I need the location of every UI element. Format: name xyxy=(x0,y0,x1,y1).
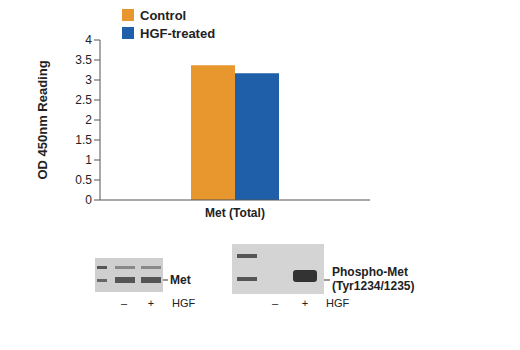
svg-text:2.5: 2.5 xyxy=(75,93,92,107)
svg-text:Met (Total): Met (Total) xyxy=(205,206,265,220)
html-text:Control: Control xyxy=(140,7,187,23)
svg-text:0.5: 0.5 xyxy=(75,173,92,187)
svg-text:(Tyr1234/1235): (Tyr1234/1235) xyxy=(332,279,415,293)
svg-text:2: 2 xyxy=(85,113,92,127)
svg-text:–: – xyxy=(272,297,279,309)
svg-text:HGF: HGF xyxy=(172,297,196,309)
svg-text:+: + xyxy=(302,297,308,309)
svg-text:–: – xyxy=(121,297,128,309)
svg-text:HGF: HGF xyxy=(326,297,350,309)
svg-text:0: 0 xyxy=(85,193,92,207)
svg-text:1.5: 1.5 xyxy=(75,133,92,147)
svg-text:+: + xyxy=(148,297,154,309)
svg-text:Phospho-Met: Phospho-Met xyxy=(332,265,408,279)
svg-text:4: 4 xyxy=(85,33,92,47)
svg-text:Met: Met xyxy=(170,273,191,287)
svg-text:1: 1 xyxy=(85,153,92,167)
svg-text:OD 450nm Reading: OD 450nm Reading xyxy=(35,60,50,179)
svg-text:3.5: 3.5 xyxy=(75,53,92,67)
svg-text:3: 3 xyxy=(85,73,92,87)
html-text:HGF-treated: HGF-treated xyxy=(140,25,216,41)
